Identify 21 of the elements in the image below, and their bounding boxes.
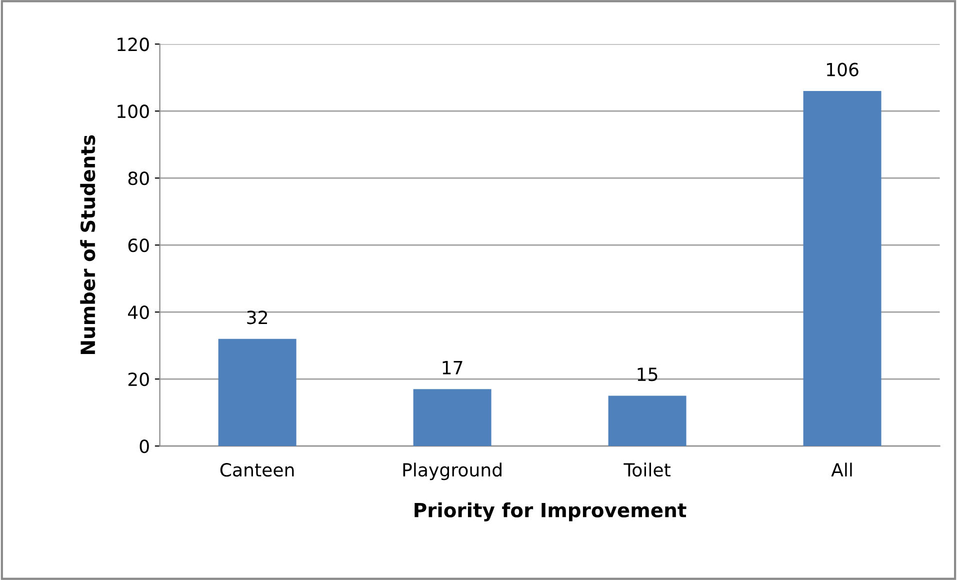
x-tick-label: All [831, 462, 852, 476]
y-tick-label: 100 [118, 104, 149, 118]
y-tick-label: 0 [140, 439, 149, 454]
bar [608, 396, 686, 446]
bar [218, 338, 296, 446]
y-tick-label: 40 [128, 306, 149, 320]
data-label: 32 [247, 310, 267, 324]
y-tick-label: 80 [128, 172, 149, 186]
x-tick-label: Canteen [220, 463, 294, 477]
y-tick-label: 20 [128, 372, 149, 386]
x-tick-label: Toilet [624, 462, 670, 477]
y-tick-label: 60 [128, 238, 149, 252]
bar [413, 389, 492, 446]
y-axis-title: Number of Students [80, 135, 96, 354]
data-label: 15 [638, 368, 658, 382]
x-tick-label: Playground [403, 462, 502, 480]
x-axis-title: Priority for Improvement [414, 502, 686, 522]
data-label: 106 [827, 62, 858, 76]
bar [803, 90, 882, 446]
data-label: 17 [442, 361, 462, 374]
y-tick-label: 120 [118, 38, 149, 52]
